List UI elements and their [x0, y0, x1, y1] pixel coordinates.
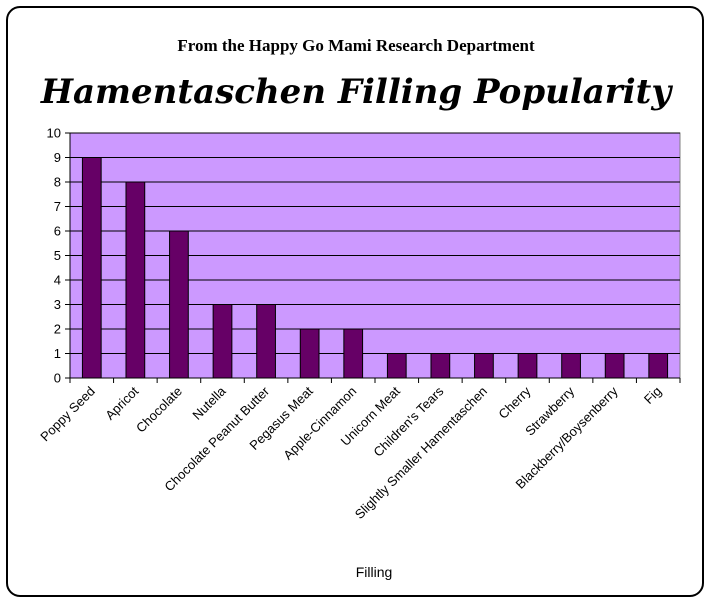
bar	[299, 328, 320, 379]
y-tick-label: 8	[54, 175, 61, 190]
bar	[474, 353, 494, 379]
y-tick-label: 0	[54, 371, 61, 386]
x-tick-label: Nutella	[189, 383, 229, 423]
x-axis-title: Filling	[356, 564, 393, 580]
bars	[81, 157, 669, 379]
bar	[212, 304, 233, 379]
y-tick-label: 9	[54, 150, 61, 165]
chart-title: Hamentaschen Filling Popularity	[40, 72, 673, 112]
bar	[81, 157, 102, 379]
y-tick-label: 6	[54, 224, 61, 239]
bar	[125, 181, 146, 379]
bar	[561, 353, 581, 379]
bar	[256, 304, 276, 379]
x-tick-label: Fig	[641, 384, 664, 407]
y-tick-label: 3	[54, 297, 61, 312]
x-tick-label: Poppy Seed	[37, 384, 98, 445]
y-tick-label: 4	[54, 273, 61, 288]
y-tick-label: 7	[54, 199, 61, 214]
bar	[430, 353, 451, 379]
y-tick-label: 10	[47, 126, 61, 141]
bar	[386, 353, 407, 379]
bar	[604, 353, 625, 379]
y-tick-label: 5	[54, 248, 61, 263]
bar	[343, 328, 364, 379]
x-tick-label: Apricot	[102, 383, 141, 422]
y-tick-label: 1	[54, 346, 61, 361]
x-tick-label: Chocolate	[133, 384, 185, 436]
chart-subtitle: From the Happy Go Mami Research Departme…	[177, 36, 535, 55]
bar	[648, 353, 669, 379]
x-tick-label: Cherry	[495, 383, 534, 422]
bar	[517, 353, 538, 379]
bar	[169, 230, 189, 379]
y-tick-label: 2	[54, 322, 61, 337]
